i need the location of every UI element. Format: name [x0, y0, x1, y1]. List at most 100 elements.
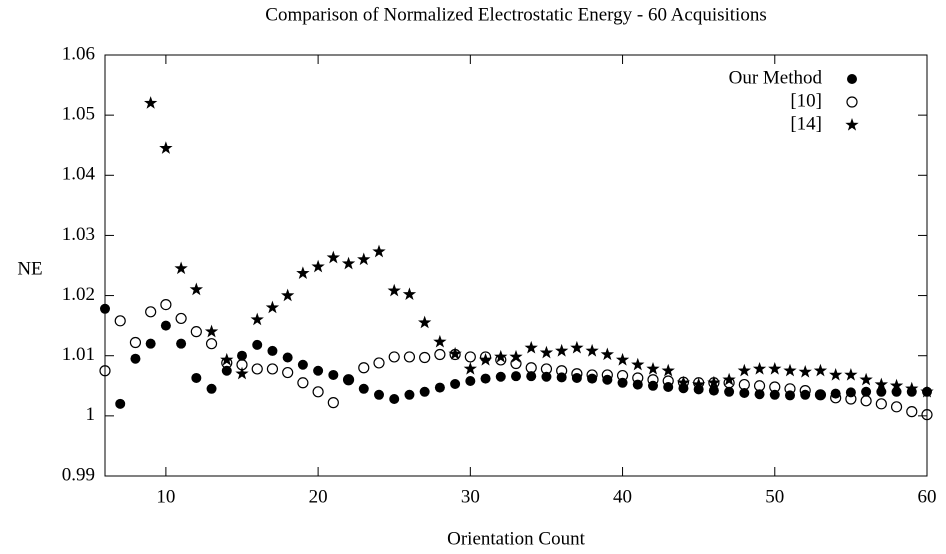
data-point — [571, 368, 583, 380]
data-point — [646, 361, 660, 375]
data-point — [844, 367, 858, 381]
data-point — [312, 386, 324, 398]
data-point — [191, 372, 202, 383]
data-point — [189, 282, 203, 296]
data-point — [372, 244, 386, 258]
data-point — [296, 266, 310, 279]
y-tick-label: 1 — [86, 404, 96, 425]
data-point — [555, 343, 569, 357]
y-tick-label: 1.04 — [62, 164, 96, 185]
data-point — [511, 371, 521, 382]
data-point — [600, 347, 614, 361]
data-point — [647, 374, 659, 386]
data-point — [388, 351, 400, 363]
data-point — [509, 349, 523, 363]
data-point — [920, 384, 934, 398]
data-point — [328, 369, 339, 380]
data-point — [311, 259, 325, 273]
data-point — [464, 351, 476, 363]
data-point — [874, 377, 888, 391]
data-point — [571, 372, 582, 383]
data-point — [813, 363, 828, 377]
data-point — [921, 409, 933, 421]
data-point — [160, 298, 172, 311]
legend-marker — [845, 118, 859, 131]
data-point — [539, 345, 554, 359]
data-point — [753, 380, 766, 392]
data-point — [661, 363, 675, 377]
legend-label: Our Method — [729, 67, 823, 88]
x-tick-label: 10 — [156, 486, 175, 507]
data-point — [403, 351, 416, 363]
data-point — [815, 389, 826, 400]
data-point — [495, 371, 506, 382]
y-tick-label: 1.06 — [62, 43, 95, 64]
data-point — [724, 386, 735, 397]
data-point — [206, 383, 217, 394]
data-point — [205, 338, 218, 350]
data-point — [859, 372, 873, 386]
data-point — [845, 393, 857, 405]
data-point — [478, 352, 493, 366]
data-point — [739, 388, 750, 399]
x-axis-label: Orientation Count — [447, 528, 585, 549]
data-point — [297, 377, 309, 389]
data-point — [404, 389, 415, 400]
data-point — [450, 378, 461, 389]
data-point — [889, 378, 904, 392]
data-point — [221, 365, 232, 376]
data-point — [419, 386, 430, 397]
data-point — [800, 389, 811, 400]
data-point — [265, 300, 280, 314]
data-point — [434, 348, 446, 361]
data-point — [707, 375, 721, 389]
data-point — [524, 340, 538, 354]
chart-title: Comparison of Normalized Electrostatic E… — [265, 4, 766, 25]
data-point — [235, 366, 249, 380]
data-point — [373, 357, 385, 369]
data-point — [556, 365, 568, 377]
data-point — [159, 141, 173, 154]
data-point — [252, 339, 263, 350]
data-point — [799, 384, 811, 397]
data-point — [174, 261, 188, 275]
data-point — [251, 363, 263, 375]
data-point — [160, 320, 171, 331]
data-point — [145, 306, 157, 318]
data-point — [144, 96, 158, 109]
data-point — [358, 362, 370, 374]
data-point — [906, 406, 918, 418]
data-point — [830, 392, 842, 404]
data-point — [769, 389, 780, 400]
data-point — [876, 386, 887, 397]
data-point — [387, 283, 401, 297]
data-point — [586, 369, 598, 381]
data-point — [220, 352, 234, 366]
data-point — [358, 383, 369, 394]
data-point — [465, 375, 476, 386]
data-point — [540, 363, 553, 375]
data-point — [100, 303, 110, 314]
data-point — [663, 381, 674, 392]
data-point — [798, 364, 812, 378]
data-point — [860, 395, 872, 407]
data-point — [250, 312, 264, 326]
data-point — [266, 363, 279, 375]
data-point — [737, 363, 751, 377]
legend-label: [14] — [790, 113, 822, 134]
data-point — [357, 252, 371, 266]
data-point — [783, 363, 797, 377]
data-point — [175, 312, 187, 325]
data-point — [237, 350, 247, 361]
data-point — [708, 385, 719, 396]
data-point — [526, 371, 537, 382]
plot-frame — [104, 54, 928, 477]
data-point — [648, 380, 658, 391]
data-point — [130, 353, 141, 364]
data-point — [752, 361, 767, 375]
y-tick-label: 1.02 — [62, 284, 95, 305]
y-axis-label: NE — [17, 258, 42, 279]
x-tick-label: 60 — [918, 486, 937, 507]
data-point — [114, 315, 126, 327]
